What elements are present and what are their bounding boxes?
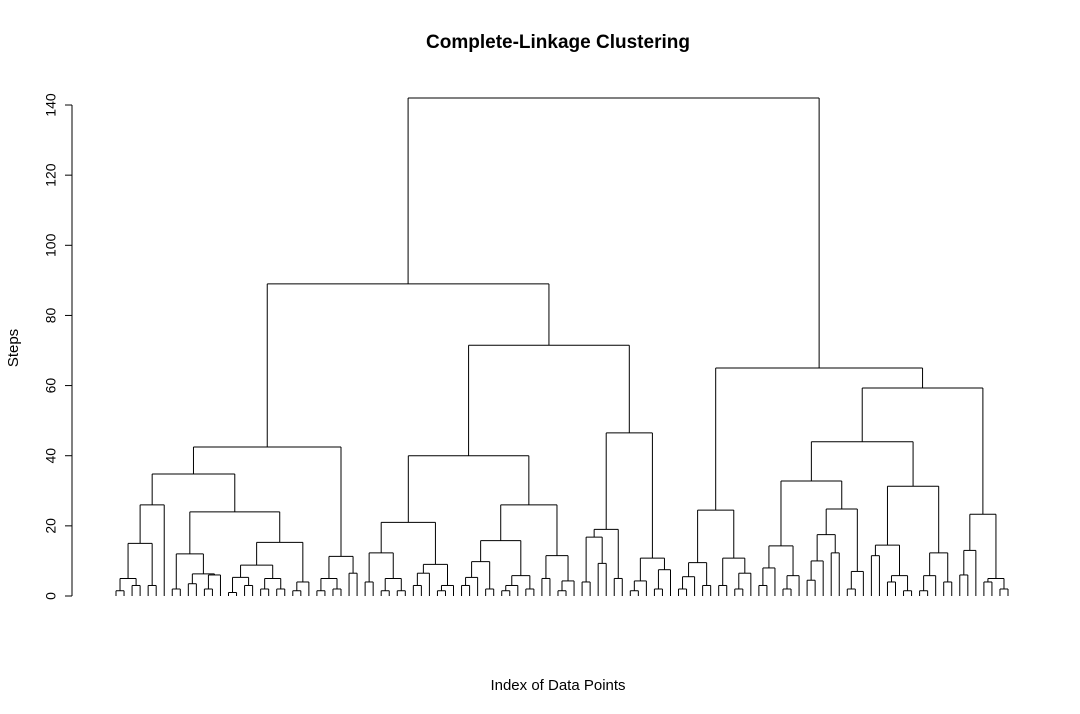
y-tick-label: 140 <box>43 93 59 117</box>
y-tick-label: 40 <box>43 448 59 464</box>
y-tick-label: 60 <box>43 378 59 394</box>
y-axis: 0 20 40 60 80 100 120 140 <box>43 93 73 600</box>
x-axis-title: Index of Data Points <box>490 677 625 694</box>
dendrogram-links <box>115 97 1009 596</box>
y-tick-label: 0 <box>43 592 59 600</box>
y-tick-label: 100 <box>43 233 59 257</box>
y-axis-title: Steps <box>5 329 22 367</box>
y-tick-label: 20 <box>43 518 59 534</box>
y-tick-label: 80 <box>43 307 59 323</box>
y-tick-label: 120 <box>43 163 59 187</box>
chart-title: Complete-Linkage Clustering <box>426 32 690 53</box>
